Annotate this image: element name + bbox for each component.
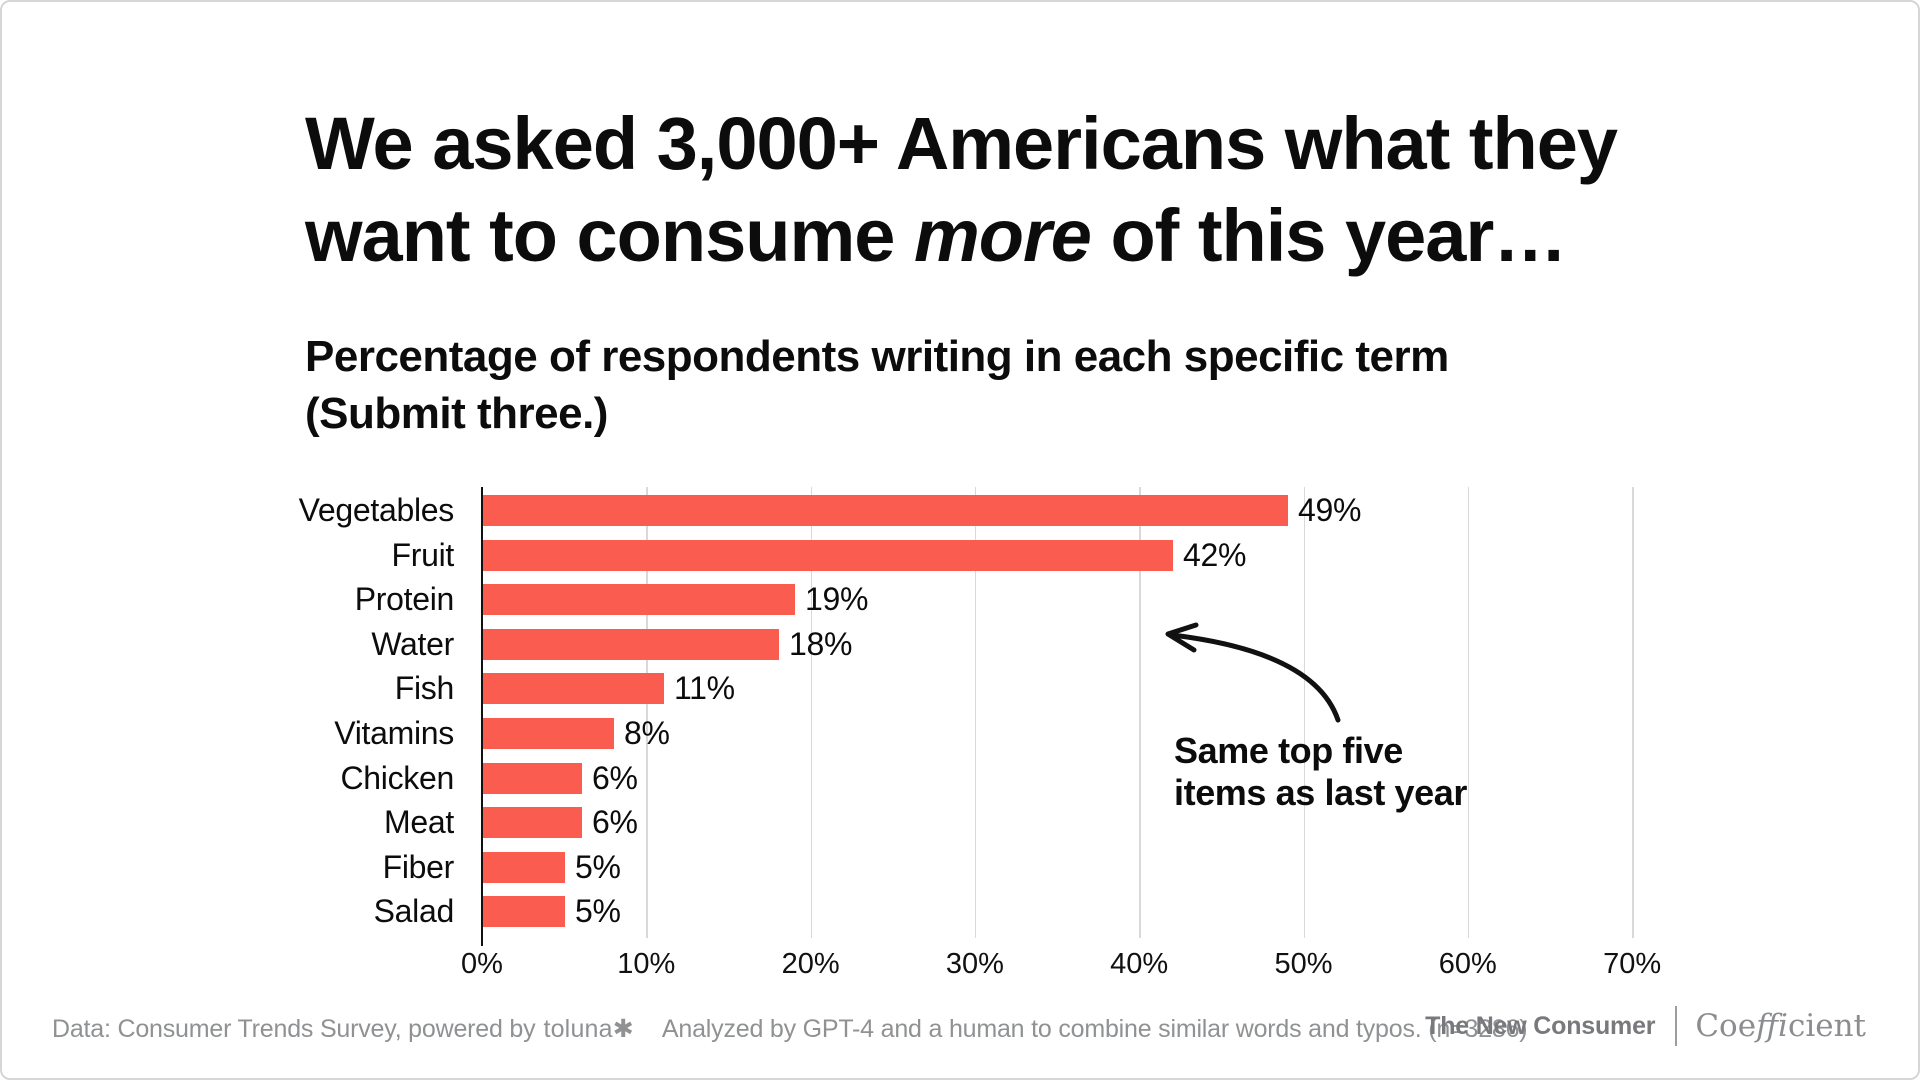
footer-brands: The New Consumer Coefficient	[1425, 1006, 1866, 1046]
gridline	[1139, 487, 1141, 938]
category-label: Fruit	[391, 536, 454, 573]
gridline	[810, 487, 813, 938]
bar-value-label: 49%	[1298, 492, 1362, 528]
bar	[483, 628, 779, 660]
category-label: Chicken	[340, 759, 454, 796]
bar	[483, 584, 795, 616]
annotation-line-2: items as last year	[1174, 772, 1467, 813]
x-tick-label: 40%	[1110, 948, 1169, 980]
gridline	[1303, 487, 1305, 938]
title-line-1: We asked 3,000+ Americans what they	[305, 102, 1618, 185]
bar	[483, 539, 1173, 571]
brand-divider	[1675, 1006, 1678, 1046]
gridline	[1467, 487, 1470, 938]
category-label: Fish	[394, 670, 455, 707]
x-tick-label: 20%	[781, 948, 840, 980]
bar-value-label: 6%	[592, 759, 638, 796]
x-tick-label: 0%	[461, 948, 503, 980]
analysis-note: Analyzed by GPT-4 and a human to combine…	[661, 1015, 1528, 1043]
gridline	[1632, 487, 1634, 938]
bar	[483, 896, 565, 928]
toluna-logo: toluna✱	[543, 1015, 634, 1043]
bar-value-label: 19%	[805, 581, 869, 618]
category-label: Meat	[384, 804, 454, 841]
title-italic-word: more	[913, 194, 1092, 277]
y-axis-line	[480, 487, 483, 946]
category-label: Water	[371, 625, 454, 662]
bar-value-label: 8%	[624, 715, 670, 751]
x-tick-label: 10%	[617, 948, 676, 980]
category-label: Vitamins	[334, 715, 454, 751]
gridline	[646, 487, 648, 938]
subtitle-line-2: (Submit three.)	[305, 389, 608, 438]
category-label: Protein	[354, 581, 455, 618]
x-tick-label: 50%	[1274, 948, 1333, 980]
bar-value-label: 5%	[575, 848, 621, 885]
bar-value-label: 5%	[575, 893, 621, 930]
x-tick-label: 60%	[1438, 948, 1497, 980]
category-label: Vegetables	[298, 492, 455, 528]
bar	[483, 495, 1288, 526]
category-label: Salad	[373, 893, 455, 930]
subtitle-line-1: Percentage of respondents writing in eac…	[305, 332, 1449, 381]
annotation-line-1: Same top five	[1174, 730, 1403, 771]
bar	[483, 673, 664, 705]
page-title: We asked 3,000+ Americans what they want…	[305, 98, 1755, 282]
bar-value-label: 6%	[592, 804, 638, 841]
title-line-2: want to consume more of this year…	[305, 194, 1567, 277]
chart-subtitle: Percentage of respondents writing in eac…	[305, 328, 1605, 442]
bar	[483, 762, 582, 794]
bar-value-label: 11%	[674, 670, 735, 707]
category-label: Fiber	[382, 848, 455, 885]
bar	[483, 807, 582, 839]
x-tick-label: 30%	[945, 948, 1004, 980]
footer-source: Data: Consumer Trends Survey, powered by…	[52, 1014, 1528, 1044]
chart-annotation: Same top five items as last year	[1174, 730, 1467, 814]
bar	[483, 851, 565, 883]
x-tick-label: 70%	[1603, 948, 1662, 980]
bar	[483, 718, 614, 749]
coefficient-logo: Coefficient	[1695, 1008, 1866, 1044]
bar-value-label: 18%	[789, 625, 853, 662]
the-new-consumer-logo: The New Consumer	[1425, 1011, 1656, 1040]
gridline	[974, 487, 977, 938]
data-source-text: Data: Consumer Trends Survey, powered by	[52, 1015, 536, 1043]
bar-value-label: 42%	[1183, 536, 1247, 573]
